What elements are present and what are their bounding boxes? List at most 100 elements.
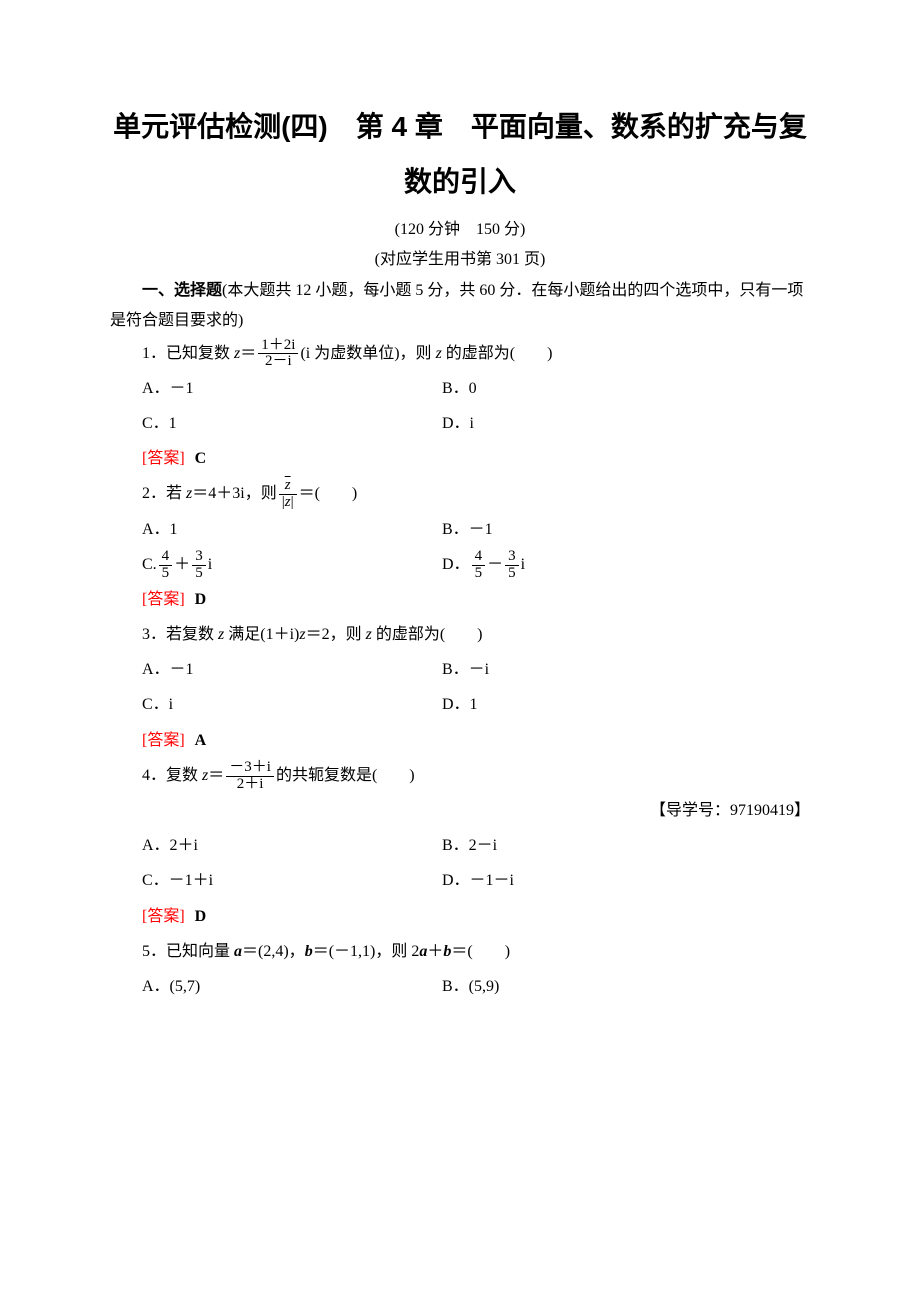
q1-optB: B．0	[442, 371, 810, 406]
answer-label: [答案]	[142, 450, 185, 467]
q5-a: a	[234, 943, 242, 960]
q1-post: (i 为虚数单位)，则	[300, 345, 435, 362]
q2-optA: A．1	[142, 512, 442, 547]
answer-label: [答案]	[142, 591, 185, 608]
q3-optC: C．i	[142, 687, 442, 722]
q2-optC-plus: ＋	[174, 556, 190, 573]
q2-optD-pre: D．	[442, 556, 470, 573]
q2-optC-f1d: 5	[159, 566, 173, 582]
q5-optA: A．(5,7)	[142, 969, 442, 1004]
q4-optB: B．2－i	[442, 828, 810, 863]
meta-time-score: (120 分钟 150 分)	[110, 215, 810, 245]
q4-answer-val: D	[195, 908, 207, 925]
q1-post2: 的虚部为( )	[442, 345, 553, 362]
q2-optD: D．45－35i	[442, 547, 810, 582]
answer-label: [答案]	[142, 908, 185, 925]
q2-optC-f2n: 3	[192, 549, 206, 566]
q1-options-row1: A．－1 B．0	[142, 371, 810, 406]
questions-block: 1．已知复数 z＝1＋2i2－i(i 为虚数单位)，则 z 的虚部为( ) A．…	[142, 336, 810, 1005]
q4-frac-num: －3＋i	[226, 760, 274, 777]
q2-options-row1: A．1 B．－1	[142, 512, 810, 547]
q2-answer: [答案] D	[142, 582, 810, 617]
q2-optB: B．－1	[442, 512, 810, 547]
q1-answer-val: C	[195, 450, 207, 467]
q1-eq: ＝	[240, 345, 256, 362]
q2-optD-f2n: 3	[505, 549, 519, 566]
q4-pre: 复数	[166, 767, 202, 784]
q4-eq: ＝	[208, 767, 224, 784]
question-3: 3．若复数 z 满足(1＋i)z＝2，则 z 的虚部为( )	[142, 617, 810, 652]
q2-optC-f2: 35	[192, 549, 206, 582]
q3-answer: [答案] A	[142, 723, 810, 758]
q4-optA: A．2＋i	[142, 828, 442, 863]
q4-frac-den: 2＋i	[226, 777, 274, 793]
answer-label: [答案]	[142, 732, 185, 749]
q2-optD-minus: －	[487, 556, 503, 573]
q5-options-row1: A．(5,7) B．(5,9)	[142, 969, 810, 1004]
q4-num: 4．	[142, 767, 166, 784]
q5-mid1: ＝(2,4)，	[242, 943, 305, 960]
q5-mid2: ＝(－1,1)，则 2	[313, 943, 420, 960]
q2-optC-i: i	[208, 556, 212, 573]
q1-optD: D．i	[442, 406, 810, 441]
q2-optD-f1d: 5	[472, 566, 486, 582]
q4-answer: [答案] D	[142, 899, 810, 934]
q3-optD: D．1	[442, 687, 810, 722]
q2-frac-num-z: z	[285, 477, 291, 493]
question-1: 1．已知复数 z＝1＋2i2－i(i 为虚数单位)，则 z 的虚部为( )	[142, 336, 810, 371]
q5-pre: 5．已知向量	[142, 943, 234, 960]
q1-fraction: 1＋2i2－i	[258, 338, 298, 371]
q2-num: 2．	[142, 485, 166, 502]
main-title: 单元评估检测(四) 第 4 章 平面向量、数系的扩充与复数的引入	[110, 100, 810, 209]
question-4: 4．复数 z＝－3＋i2＋i的共轭复数是( )	[142, 758, 810, 793]
q2-mid: ＝4＋3i，则	[192, 485, 276, 502]
q4-options-row1: A．2＋i B．2－i	[142, 828, 810, 863]
q1-answer: [答案] C	[142, 441, 810, 476]
q2-optC-pre: C.	[142, 556, 157, 573]
q2-frac-num: z	[279, 478, 297, 495]
q3-options-row1: A．－1 B．－i	[142, 652, 810, 687]
q1-num: 1．	[142, 345, 166, 362]
question-5: 5．已知向量 a＝(2,4)，b＝(－1,1)，则 2a＋b＝( )	[142, 934, 810, 969]
q2-frac-den-close: |	[291, 494, 294, 510]
q3-options-row2: C．i D．1	[142, 687, 810, 722]
q2-optC: C.45＋35i	[142, 547, 442, 582]
q3-optB: B．－i	[442, 652, 810, 687]
q5-optB: B．(5,9)	[442, 969, 810, 1004]
q3-pre: 3．若复数	[142, 626, 218, 643]
q5-plus: ＋	[427, 943, 443, 960]
page-container: 单元评估检测(四) 第 4 章 平面向量、数系的扩充与复数的引入 (120 分钟…	[0, 0, 920, 1064]
q1-frac-den: 2－i	[258, 354, 298, 370]
q2-eqparen: ＝( )	[299, 485, 358, 502]
meta-page-ref: (对应学生用书第 301 页)	[110, 245, 810, 275]
q1-optA: A．－1	[142, 371, 442, 406]
q1-pre: 已知复数	[166, 345, 234, 362]
q4-optC: C．－1＋i	[142, 863, 442, 898]
q2-optD-f2d: 5	[505, 566, 519, 582]
q2-optC-f1n: 4	[159, 549, 173, 566]
q4-note: 【导学号：97190419】	[142, 793, 810, 828]
q1-options-row2: C．1 D．i	[142, 406, 810, 441]
q3-optA: A．－1	[142, 652, 442, 687]
q5-b: b	[305, 943, 313, 960]
q2-fraction: z |z|	[279, 478, 297, 511]
q4-post: 的共轭复数是( )	[276, 767, 415, 784]
q2-answer-val: D	[195, 591, 207, 608]
q3-post: ＝2，则	[306, 626, 366, 643]
q5-post: ＝( )	[451, 943, 510, 960]
q3-answer-val: A	[195, 732, 207, 749]
q3-end: 的虚部为( )	[372, 626, 483, 643]
q1-frac-num: 1＋2i	[258, 338, 298, 355]
q2-options-row2: C.45＋35i D．45－35i	[142, 547, 810, 582]
q2-optD-f1: 45	[472, 549, 486, 582]
section-1-label: 一、选择题	[142, 282, 222, 299]
q2-optC-f2d: 5	[192, 566, 206, 582]
q2-optD-f2: 35	[505, 549, 519, 582]
q2-optD-i: i	[521, 556, 525, 573]
q4-options-row2: C．－1＋i D．－1－i	[142, 863, 810, 898]
question-2: 2．若 z＝4＋3i，则z|z|＝( )	[142, 476, 810, 511]
section-1-lead: 一、选择题(本大题共 12 小题，每小题 5 分，共 60 分．在每小题给出的四…	[110, 276, 810, 335]
q2-optC-f1: 45	[159, 549, 173, 582]
q4-optD: D．－1－i	[442, 863, 810, 898]
q2-frac-den: |z|	[279, 495, 297, 511]
